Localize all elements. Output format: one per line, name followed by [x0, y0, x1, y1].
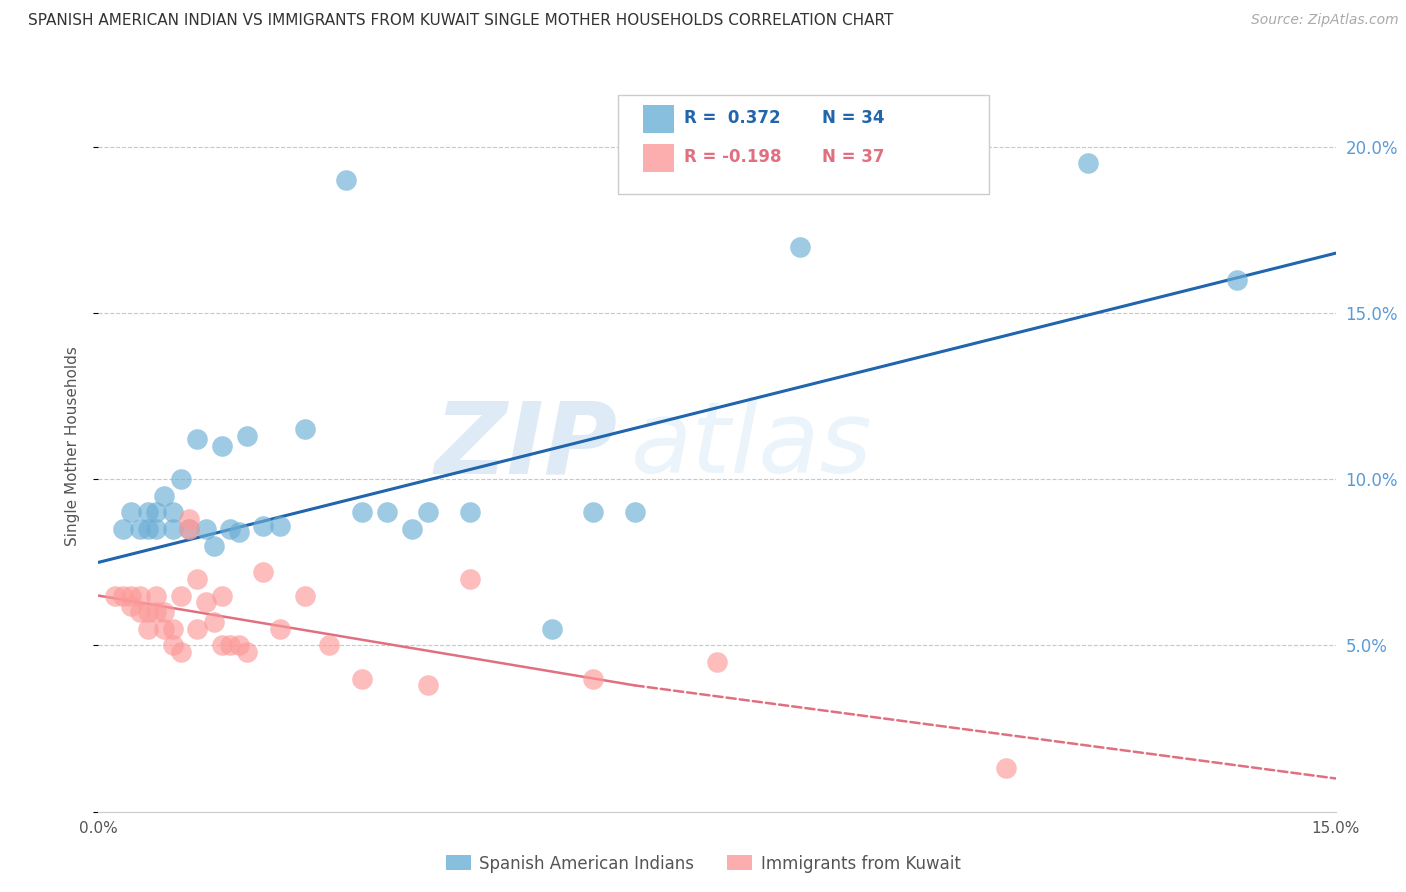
- Point: [120, 589, 142, 603]
- Point: [128, 605, 150, 619]
- Point: [153, 622, 176, 636]
- Point: [219, 522, 242, 536]
- Point: [153, 489, 176, 503]
- Point: [236, 645, 259, 659]
- Point: [211, 439, 233, 453]
- Point: [128, 589, 150, 603]
- Point: [186, 433, 208, 447]
- Point: [294, 589, 316, 603]
- Point: [252, 518, 274, 533]
- Point: [112, 589, 135, 603]
- Point: [170, 472, 193, 486]
- Point: [219, 639, 242, 653]
- Point: [202, 615, 225, 630]
- Point: [318, 639, 340, 653]
- Point: [269, 518, 291, 533]
- Bar: [643, 144, 673, 171]
- Point: [170, 645, 193, 659]
- Point: [120, 506, 142, 520]
- Text: N = 37: N = 37: [823, 148, 884, 166]
- Text: R = -0.198: R = -0.198: [683, 148, 782, 166]
- Point: [294, 422, 316, 436]
- Text: R =  0.372: R = 0.372: [683, 110, 780, 128]
- Point: [623, 506, 645, 520]
- Point: [194, 595, 217, 609]
- Point: [228, 639, 250, 653]
- Point: [582, 672, 605, 686]
- Point: [194, 522, 217, 536]
- Text: N = 34: N = 34: [823, 110, 884, 128]
- Point: [136, 605, 159, 619]
- Point: [252, 566, 274, 580]
- Point: [458, 572, 481, 586]
- Point: [179, 522, 201, 536]
- Point: [1226, 273, 1249, 287]
- Point: [352, 672, 374, 686]
- Point: [186, 572, 208, 586]
- Legend: Spanish American Indians, Immigrants from Kuwait: Spanish American Indians, Immigrants fro…: [439, 848, 967, 880]
- Point: [418, 506, 440, 520]
- Point: [136, 522, 159, 536]
- Point: [170, 589, 193, 603]
- Point: [269, 622, 291, 636]
- Point: [162, 506, 184, 520]
- Point: [418, 678, 440, 692]
- Point: [211, 639, 233, 653]
- Y-axis label: Single Mother Households: Single Mother Households: [65, 346, 80, 546]
- Point: [335, 173, 357, 187]
- Point: [104, 589, 127, 603]
- Text: SPANISH AMERICAN INDIAN VS IMMIGRANTS FROM KUWAIT SINGLE MOTHER HOUSEHOLDS CORRE: SPANISH AMERICAN INDIAN VS IMMIGRANTS FR…: [28, 13, 893, 29]
- Point: [994, 762, 1017, 776]
- Point: [706, 655, 728, 669]
- Point: [789, 239, 811, 253]
- Point: [162, 622, 184, 636]
- Point: [211, 589, 233, 603]
- Point: [136, 622, 159, 636]
- Point: [145, 605, 167, 619]
- Point: [401, 522, 423, 536]
- Point: [162, 522, 184, 536]
- Text: ZIP: ZIP: [434, 398, 619, 494]
- Point: [186, 622, 208, 636]
- Point: [136, 506, 159, 520]
- FancyBboxPatch shape: [619, 95, 990, 194]
- Point: [145, 522, 167, 536]
- Text: atlas: atlas: [630, 398, 872, 494]
- Point: [179, 522, 201, 536]
- Point: [582, 506, 605, 520]
- Point: [375, 506, 398, 520]
- Point: [179, 512, 201, 526]
- Point: [162, 639, 184, 653]
- Point: [236, 429, 259, 443]
- Text: Source: ZipAtlas.com: Source: ZipAtlas.com: [1251, 13, 1399, 28]
- Point: [541, 622, 564, 636]
- Point: [458, 506, 481, 520]
- Point: [112, 522, 135, 536]
- Point: [1077, 156, 1099, 170]
- Point: [228, 525, 250, 540]
- Point: [352, 506, 374, 520]
- Point: [128, 522, 150, 536]
- Point: [153, 605, 176, 619]
- Point: [145, 589, 167, 603]
- Point: [202, 539, 225, 553]
- Point: [145, 506, 167, 520]
- Bar: [643, 105, 673, 133]
- Point: [120, 599, 142, 613]
